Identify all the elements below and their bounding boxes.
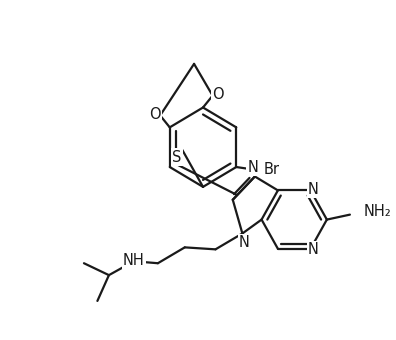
Text: O: O [150,107,161,122]
Text: N: N [308,182,319,197]
Text: O: O [213,87,224,102]
Text: S: S [172,150,182,165]
Text: N: N [308,242,319,257]
Text: N: N [248,160,258,175]
Text: NH: NH [123,253,145,268]
Text: NH₂: NH₂ [364,204,391,219]
Text: N: N [239,235,250,250]
Text: Br: Br [264,162,280,176]
